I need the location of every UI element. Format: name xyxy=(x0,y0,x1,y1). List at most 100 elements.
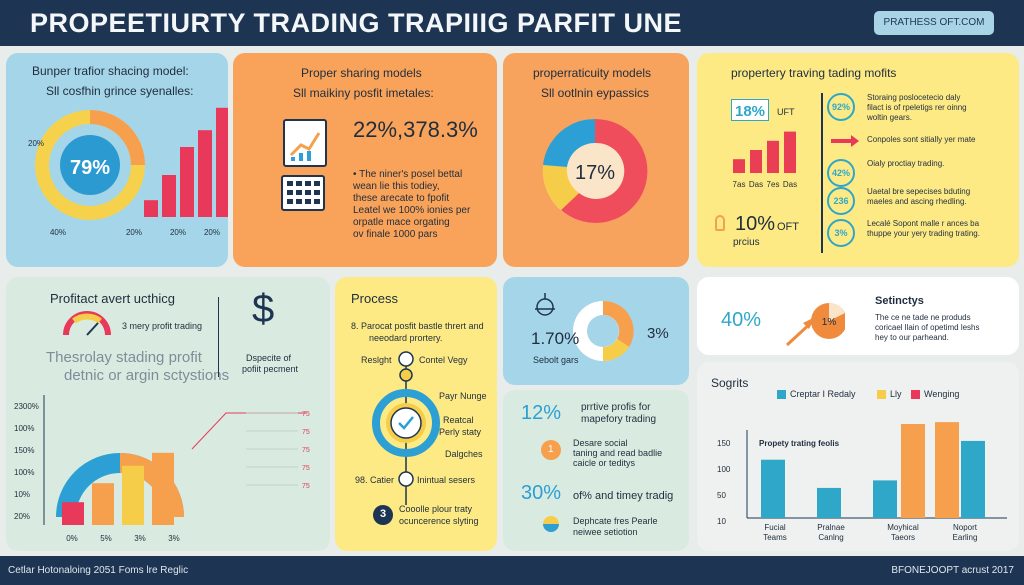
panel4-item: 92% Storaing poslocetecio daly filact is o… xyxy=(827,93,1017,127)
panel5-arc-chart: 2300% 100% 150% 100% 10% 20% 0% 5% 3% 3% 75 75 75 75 7… xyxy=(14,395,310,543)
panel1-donut-value: 79% xyxy=(70,157,110,179)
panel9-pie: 1% xyxy=(785,303,845,347)
header-bar: PROPEETIURTY TRADING TRAPIIIG PARFIT UNE… xyxy=(0,0,1024,46)
legend-label: Creptar I Redaly xyxy=(790,389,856,399)
panel1-bar xyxy=(216,107,228,217)
panel10-group-label: Noport xyxy=(953,523,978,532)
panel2-subtitle: Sll maikiny posfit imetales: xyxy=(293,86,434,100)
panel4-item: 3% Lecalé Sopont malle r ances ba thuppe y… xyxy=(827,219,1017,253)
panel5-x-label: 0% xyxy=(66,534,78,543)
panel2-notes: • The niner's posel bettal wean lie this … xyxy=(353,169,493,241)
panel10-group-label: Taeors xyxy=(891,533,915,542)
panel1-donut-chart: 79% 20% 40% 20% 20% 20% xyxy=(28,107,228,237)
panel5-bar xyxy=(62,502,84,525)
arrow-right-icon xyxy=(831,139,853,143)
panel5-dollar-caption-2: pofiit pecment xyxy=(242,364,299,374)
legend-swatch xyxy=(877,390,886,399)
gauge-icon xyxy=(63,311,111,336)
panel10-bar xyxy=(901,424,925,518)
footer-bar: Cetlar Hotonaloing 2051 Foms lre Reglic … xyxy=(0,556,1024,585)
panel8-item-badge: 1 xyxy=(548,444,554,455)
panel4-bar xyxy=(784,131,796,173)
panel4-item-text: Lecalé Sopont malle r ances ba xyxy=(867,219,980,228)
panel6-title: Process xyxy=(351,291,398,306)
panel4-item-text: maeles and ascing rhedling. xyxy=(867,197,967,206)
panel8-item-text-3: caicle or teditys xyxy=(573,458,636,468)
panel9-value: 40% xyxy=(721,309,762,331)
panel7-chart xyxy=(535,293,634,362)
panel4-item-text: filact is of rpeletigs rer oinng xyxy=(867,103,967,112)
panel10-group-label: Canlng xyxy=(818,533,843,542)
panel10-chart-label: Propety trating feolis xyxy=(759,439,840,448)
panel1-axis-label: 40% xyxy=(50,228,66,237)
panel5-right-label: 75 xyxy=(302,411,310,418)
panel10-y-tick: 10 xyxy=(717,517,726,526)
panel6-step-5: Perly staty xyxy=(439,427,482,437)
panel10-group-label: Moyhical xyxy=(887,523,919,532)
pot-icon xyxy=(535,293,555,316)
panel4-item-text: Uaetal bre sepecises bduting xyxy=(867,187,971,196)
panel6-closing-2: ocuncerence slyting xyxy=(399,516,479,526)
calculator-icon xyxy=(281,175,325,211)
dollar-icon: $ xyxy=(252,287,275,331)
panel4-stat1-box: 18% xyxy=(731,99,769,121)
panel8-bottom-text-1: Dephcate fres Pearle xyxy=(573,516,658,526)
panel10-group-label: Earling xyxy=(953,533,978,542)
panel6-step-6: Dalgches xyxy=(445,449,483,459)
header-badge[interactable]: PRATHESS OFT.COM xyxy=(874,11,994,35)
panel4-item-text: woltin gears. xyxy=(867,113,912,122)
panel10-group-label: Fucial xyxy=(764,523,786,532)
panel6-step-2: Contel Vegy xyxy=(419,355,468,365)
panel5-y-label: 10% xyxy=(14,490,30,499)
panel10-bar xyxy=(817,487,841,518)
panel5-x-label: 5% xyxy=(100,534,112,543)
panel6-intro-1: 8. Parocat posfit bastle thrert and xyxy=(351,321,484,331)
panel2-note: wean lie this todiey, xyxy=(353,181,440,192)
panel4-item: 236 Uaetal bre sepecises bduting maeles an… xyxy=(827,187,1017,221)
panel3-donut-chart: 17% xyxy=(542,118,648,223)
panel5-large-text-2: detnic or argin sctystions xyxy=(64,367,230,384)
lightbulb-icon xyxy=(715,215,725,231)
panel8-item-text-2: taning and read badlie xyxy=(573,448,663,458)
panel9-title: Setinctys xyxy=(875,295,924,307)
panel-sebolt: 1.70% 3% Sebolt gars xyxy=(503,277,689,385)
panel4-item-text: Conpoles sont sitially yer mate xyxy=(867,135,976,144)
panel10-legend: Creptar I Redaly Lly Wenging xyxy=(777,388,1017,402)
panel4-bar-label: Das xyxy=(783,180,797,189)
panel1-left-label: 20% xyxy=(28,139,44,148)
panel-process: Process 8. Parocat posfit bastle thrert … xyxy=(335,277,497,551)
panel5-dollar-caption-1: Dspecite of xyxy=(246,353,292,363)
panel3-title: properraticuity models xyxy=(533,66,652,80)
panel1-bar xyxy=(162,175,176,217)
panel6-step-4: Reatcal xyxy=(443,415,474,425)
panel1-subtitle: Sll cosfhin grince syenalles: xyxy=(46,84,194,98)
panel4-item-badge: 236 xyxy=(827,187,855,215)
panel5-title: Profitact avert ucthicg xyxy=(50,291,175,306)
panel7-value2: 3% xyxy=(647,325,669,342)
panel5-y-label: 150% xyxy=(14,446,34,455)
legend-swatch xyxy=(911,390,920,399)
panel3-subtitle: Sll ootlnin eypassics xyxy=(541,86,650,100)
panel-trading-mofits: propertery traving tading mofits 18% UFT… xyxy=(697,53,1019,267)
panel8-stat2: 30% xyxy=(521,482,562,504)
panel-proper-sharing: Proper sharing models Sll maikiny posfit… xyxy=(233,53,497,267)
page-title: PROPEETIURTY TRADING TRAPIIIG PARFIT UNE xyxy=(30,8,683,38)
panel7-value: 1.70% xyxy=(531,329,580,348)
panel5-bar xyxy=(92,483,114,525)
panel8-item-badge-circle: 1 xyxy=(541,440,561,460)
svg-text:1%: 1% xyxy=(822,317,837,328)
panel10-bar xyxy=(761,459,785,518)
panel6-step-1: Reslght xyxy=(361,355,392,365)
panel5-divider xyxy=(218,297,219,377)
panel5-y-label: 100% xyxy=(14,468,34,477)
panel6-step-8: Inintual sesers xyxy=(417,475,476,485)
panel2-value: 22%,378.3% xyxy=(353,117,478,142)
panel4-bar-label: 7es xyxy=(767,180,780,189)
panel2-note: • The niner's posel bettal xyxy=(353,169,463,180)
panel6-intro-2: neeodard prortery. xyxy=(369,333,443,343)
panel10-bar-chart: Propety trating feolis 150 100 50 10 FucialTe… xyxy=(717,422,1007,542)
panel4-item-text: Oialy proctiay trading. xyxy=(867,159,945,168)
panel4-items: 92% Storaing poslocetecio daly filact is o… xyxy=(827,91,1017,261)
panel4-divider xyxy=(821,93,823,253)
panel4-item-text: thuppe your yery trading trating. xyxy=(867,229,980,238)
